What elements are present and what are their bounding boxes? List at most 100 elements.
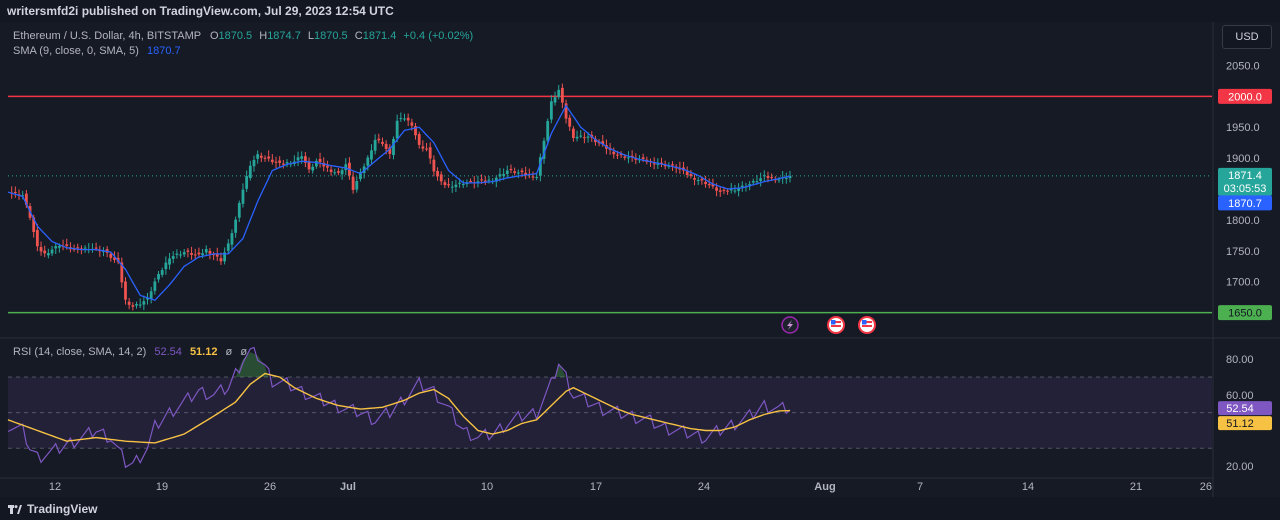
price-tick-label: 1700.0	[1226, 277, 1260, 289]
candle-body	[153, 281, 157, 291]
candle-body	[663, 165, 667, 167]
candle-body	[182, 252, 186, 255]
candle-body	[476, 181, 480, 183]
candle-body	[72, 248, 76, 250]
candle-body	[46, 253, 50, 256]
candle-body	[700, 178, 704, 181]
candle-body	[32, 217, 36, 233]
candle-body	[623, 156, 627, 158]
candle-body	[13, 192, 17, 194]
rsi-legend[interactable]: RSI (14, close, SMA, 14, 2) 52.54 51.12 …	[13, 346, 247, 358]
candle-body	[542, 140, 546, 159]
rsi-label: RSI (14, close, SMA, 14, 2)	[13, 346, 147, 358]
rsi-ma-badge-bg	[1218, 416, 1272, 431]
time-tick-label: 12	[49, 481, 61, 493]
candle-body	[333, 172, 337, 174]
price-tick-label: 1900.0	[1226, 153, 1260, 165]
candle-body	[337, 171, 340, 173]
candle-body	[685, 171, 689, 175]
candle-body	[494, 177, 498, 182]
candle-body	[267, 156, 271, 159]
time-tick-label: 24	[698, 481, 710, 493]
candle-body	[274, 161, 278, 163]
chart-canvas[interactable]: 2050.01950.01900.01850.01800.01750.01700…	[0, 22, 1280, 497]
candle-body	[520, 170, 524, 173]
currency-button[interactable]: USD	[1222, 25, 1272, 49]
brand-name: TradingView	[27, 502, 98, 516]
candle-body	[160, 269, 164, 275]
candle-body	[248, 165, 252, 179]
candle-body	[432, 159, 436, 172]
chart-panel[interactable]: 2050.01950.01900.01850.01800.01750.01700…	[0, 22, 1280, 497]
candle-body	[641, 157, 645, 159]
candle-body	[410, 122, 414, 126]
candle-body	[146, 297, 149, 300]
resistance-price-badge: 2000.0	[1228, 91, 1262, 103]
candle-body	[175, 253, 179, 255]
candle-body	[219, 258, 223, 262]
time-tick-label: 26	[264, 481, 276, 493]
rsi-overbought-fill	[235, 352, 269, 378]
candle-body	[204, 249, 208, 253]
candle-body	[50, 249, 54, 254]
high-label: H	[259, 30, 268, 42]
candle-body	[285, 162, 289, 164]
candle-body	[498, 174, 502, 177]
candle-body	[450, 186, 454, 188]
rsi-ma-value: 51.12	[189, 346, 218, 358]
candle-body	[120, 262, 124, 283]
time-tick-label: 7	[917, 481, 923, 493]
candle-body	[718, 190, 722, 192]
time-tick-label: 10	[481, 481, 493, 493]
candle-body	[303, 156, 307, 163]
candle-body	[711, 183, 715, 187]
candle-body	[630, 155, 634, 157]
candle-body	[461, 184, 465, 186]
candle-body	[447, 184, 450, 186]
candle-body	[693, 178, 696, 180]
candle-body	[502, 174, 506, 176]
candle-body	[186, 250, 190, 252]
candle-body	[256, 154, 260, 159]
candle-body	[751, 181, 755, 183]
tradingview-brand[interactable]: TradingView	[8, 502, 97, 516]
us-flag-event-icon[interactable]	[827, 316, 845, 334]
candle-body	[54, 246, 58, 249]
rsi-tick-label: 80.00	[1226, 354, 1254, 366]
candle-body	[329, 169, 333, 172]
candle-body	[381, 141, 384, 144]
rsi-line	[7, 346, 791, 469]
lightning-event-icon[interactable]	[781, 316, 799, 334]
candle-body	[439, 174, 443, 182]
candle-body	[553, 97, 557, 103]
candle-body	[516, 172, 520, 174]
sma-legend[interactable]: SMA (9, close, 0, SMA, 5) 1870.7	[13, 45, 181, 57]
low-label: L	[307, 30, 315, 42]
candle-body	[399, 118, 403, 120]
footer-bar: TradingView	[0, 497, 1280, 520]
time-tick-label: 19	[156, 481, 168, 493]
candle-body	[575, 136, 579, 139]
symbol-legend[interactable]: Ethereum / U.S. Dollar, 4h, BITSTAMP O18…	[13, 30, 473, 42]
candle-body	[83, 247, 87, 249]
candle-body	[469, 180, 472, 182]
time-tick-label: 14	[1022, 481, 1034, 493]
rsi-extra-1: ø	[225, 346, 233, 358]
resistance-price-badge-bg	[1218, 88, 1272, 104]
candle-body	[171, 256, 175, 259]
candle-body	[425, 148, 428, 150]
candle-body	[788, 175, 792, 179]
candle-body	[370, 150, 373, 160]
candle-body	[351, 176, 355, 190]
candle-body	[281, 163, 285, 165]
candle-body	[737, 188, 741, 191]
candle-body	[340, 170, 344, 175]
candle-body	[65, 244, 69, 246]
candle-body	[234, 219, 238, 233]
us-flag-event-icon[interactable]	[858, 316, 876, 334]
candle-body	[212, 254, 215, 256]
rsi-badge: 52.54	[1226, 403, 1254, 415]
candle-body	[671, 164, 674, 166]
candle-body	[729, 189, 733, 191]
candle-body	[656, 163, 660, 165]
